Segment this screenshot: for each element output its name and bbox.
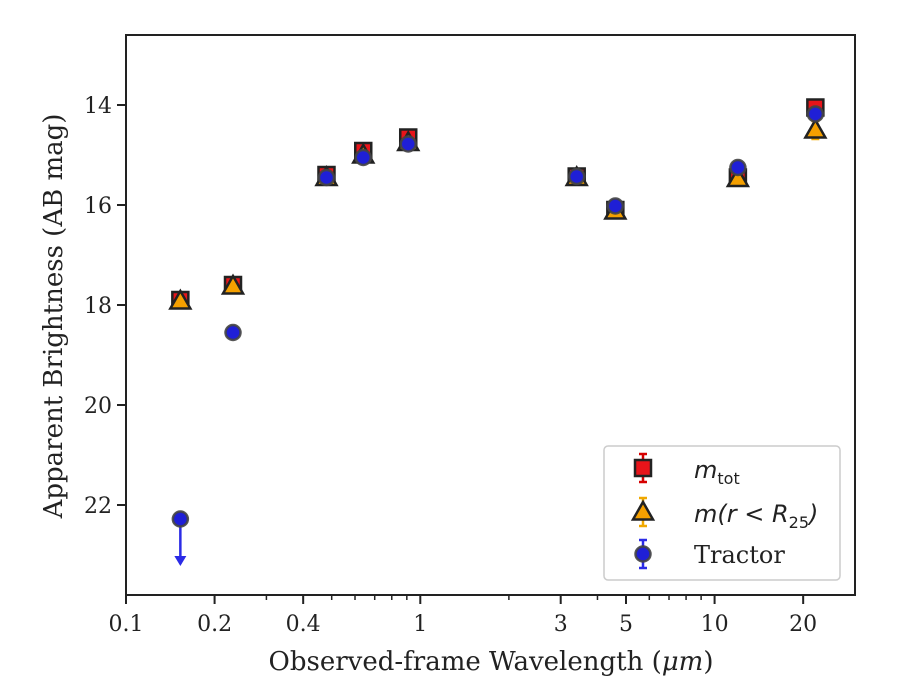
y-tick-label: 20	[84, 394, 112, 419]
x-tick-label: 0.2	[197, 612, 232, 637]
legend: mtot m(r < R25) Tractor	[603, 445, 841, 581]
data-point-mr25	[168, 288, 193, 310]
x-tick-label: 3	[554, 612, 568, 637]
legend-label-mtot: mtot	[694, 456, 740, 488]
legend-marker-mtot	[633, 458, 653, 478]
x-tick-label: 1	[413, 612, 427, 637]
series-tractor	[171, 105, 825, 566]
x-axis-title: Observed-frame Wavelength (μm)	[269, 647, 714, 677]
data-point-mr25	[725, 165, 751, 188]
data-point-tractor	[354, 148, 373, 167]
x-tick-label: 5	[619, 612, 633, 637]
y-tick-label: 16	[84, 194, 112, 219]
x-tick-label: 20	[789, 612, 817, 637]
legend-markers	[630, 452, 656, 570]
upper-limit-arrow	[174, 556, 187, 566]
legend-box	[603, 445, 841, 581]
data-point-tractor	[224, 323, 242, 342]
legend-label-mr25: m(r < R25)	[694, 500, 818, 532]
y-axis-title: Apparent Brightness (AB mag)	[39, 114, 69, 520]
data-point-tractor	[399, 135, 417, 153]
legend-marker-mr25	[630, 499, 656, 521]
y-tick-label: 18	[84, 294, 112, 319]
x-tick-label: 0.4	[286, 612, 321, 637]
data-marks	[168, 98, 828, 566]
data-point-tractor	[317, 168, 336, 187]
legend-label-tractor: Tractor	[694, 541, 785, 569]
y-tick-label: 22	[84, 494, 112, 519]
data-point-mr25	[803, 117, 828, 139]
data-point-tractor	[806, 105, 825, 123]
data-point-tractor	[606, 197, 625, 215]
x-axis-title-close: )	[703, 647, 713, 677]
y-tick-label: 14	[84, 94, 112, 119]
x-axis-title-unit: μm	[662, 647, 704, 677]
plot-frame	[125, 34, 856, 596]
x-axis-title-text: Observed-frame Wavelength (	[269, 647, 662, 677]
axis-ticks: 0.1 0.2 0.4 1 3 5 10 20 14 16 18 20 22	[84, 94, 817, 637]
data-point-tractor	[729, 158, 747, 177]
legend-marker-tractor	[634, 545, 652, 563]
data-point-mr25	[220, 273, 246, 295]
x-tick-label: 10	[701, 612, 729, 637]
data-point-tractor	[171, 510, 190, 528]
x-tick-label: 0.1	[109, 612, 144, 637]
data-point-tractor	[567, 167, 586, 186]
